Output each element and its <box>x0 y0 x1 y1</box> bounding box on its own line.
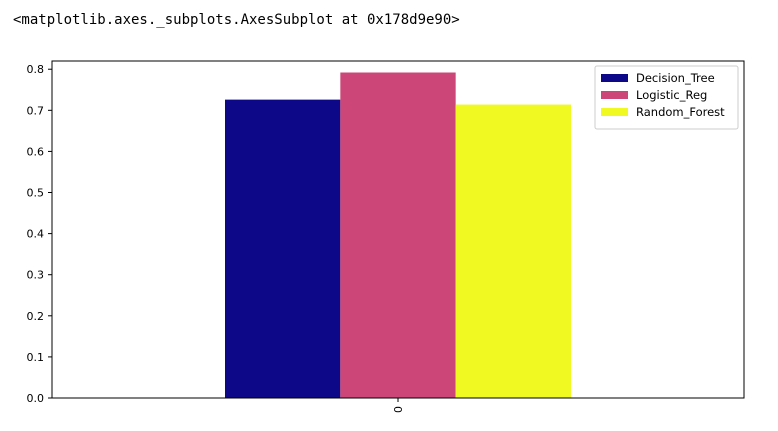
legend-label: Decision_Tree <box>636 71 715 85</box>
y-tick-label: 0.1 <box>27 351 45 364</box>
y-tick-label: 0.5 <box>27 187 45 200</box>
legend-label: Logistic_Reg <box>636 88 707 102</box>
legend-label: Random_Forest <box>636 105 725 119</box>
legend-box <box>594 65 739 130</box>
y-tick-label: 0.8 <box>27 63 45 76</box>
y-tick-label: 0.6 <box>27 145 45 158</box>
legend-swatch <box>601 91 628 99</box>
legend-swatch <box>601 74 628 82</box>
legend: Decision_Tree Logistic_Reg Random_Forest <box>594 65 739 130</box>
bar-random-forest <box>455 104 571 398</box>
bar-logistic-reg <box>340 72 456 398</box>
y-tick-label: 0.3 <box>27 269 45 282</box>
x-tick-label: 0 <box>392 406 405 413</box>
bars-layer <box>225 72 571 398</box>
bar-decision-tree <box>225 99 341 398</box>
y-tick-label: 0.0 <box>27 392 45 405</box>
y-axis: 0.0 0.1 0.2 0.3 0.4 0.5 0.6 0.7 0.8 <box>27 63 52 405</box>
y-tick-label: 0.4 <box>27 228 45 241</box>
legend-swatch <box>601 108 628 116</box>
y-tick-label: 0.7 <box>27 104 45 117</box>
y-tick-label: 0.2 <box>27 310 45 323</box>
x-axis: 0 <box>392 398 405 413</box>
cell-output-repr: <matplotlib.axes._subplots.AxesSubplot a… <box>13 12 460 28</box>
